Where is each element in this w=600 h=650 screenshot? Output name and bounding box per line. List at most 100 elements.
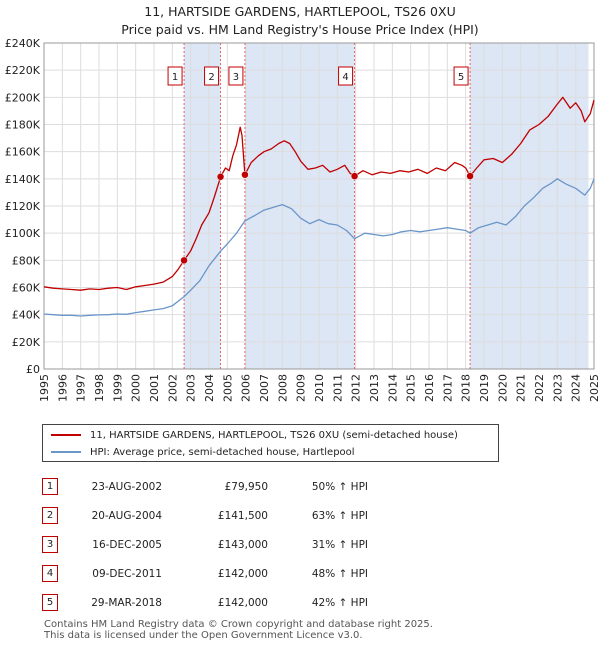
x-tick-label: 1998 <box>93 374 106 402</box>
y-tick-label: £180K <box>5 119 41 132</box>
transaction-hpi-change: 42% ↑ HPI <box>311 596 368 609</box>
x-tick-label: 2002 <box>166 374 179 402</box>
transaction-hpi-change: 63% ↑ HPI <box>311 509 368 522</box>
sale-label-frame <box>338 66 354 86</box>
chart-title: 11, HARTSIDE GARDENS, HARTLEPOOL, TS26 0… <box>144 4 456 19</box>
footer-copyright: Contains HM Land Registry data © Crown c… <box>44 619 433 630</box>
x-tick-label: 2014 <box>386 374 399 402</box>
y-tick-label: £120K <box>5 200 41 213</box>
y-tick-label: £200K <box>5 91 41 104</box>
hpi-series-line <box>43 178 595 317</box>
x-tick-label: 2013 <box>368 374 381 402</box>
y-tick-label: £60K <box>12 282 41 295</box>
transaction-date: 20-AUG-2004 <box>91 509 162 522</box>
price-series-line <box>43 96 595 291</box>
x-tick-label: 2007 <box>258 374 271 402</box>
x-tick-label: 2023 <box>551 374 564 402</box>
x-tick-label: 2017 <box>441 374 454 402</box>
y-tick-label: £220K <box>5 64 41 77</box>
x-tick-label: 1996 <box>56 374 69 402</box>
y-tick-label: £0 <box>26 363 40 376</box>
footer-attribution: Contains HM Land Registry data © Crown c… <box>44 619 433 641</box>
table-row: 2 20-AUG-2004 £141,500 63% ↑ HPI <box>42 501 368 530</box>
sale-label-frame <box>453 66 469 86</box>
sale-label-box: 1 <box>167 66 183 86</box>
x-tick-label: 2004 <box>203 374 216 402</box>
sale-label-frame <box>167 66 183 86</box>
transaction-price: £79,950 <box>224 480 268 493</box>
sale-label-frame <box>228 66 244 86</box>
table-row: 4 09-DEC-2011 £142,000 48% ↑ HPI <box>42 559 368 588</box>
transaction-number-badge: 4 <box>42 565 58 582</box>
table-row: 3 16-DEC-2005 £143,000 31% ↑ HPI <box>42 530 368 559</box>
legend-swatch-hpi <box>51 451 81 453</box>
sale-label-box: 3 <box>228 66 244 86</box>
transaction-date: 29-MAR-2018 <box>91 596 162 609</box>
transaction-number-badge: 2 <box>42 507 58 524</box>
transaction-date: 16-DEC-2005 <box>92 538 162 551</box>
plot-frame <box>43 42 595 370</box>
table-row: 5 29-MAR-2018 £142,000 42% ↑ HPI <box>42 588 368 617</box>
x-tick-label: 2024 <box>570 374 583 402</box>
x-tick-label: 2006 <box>240 374 253 402</box>
transactions-table: 1 23-AUG-2002 £79,950 50% ↑ HPI 2 20-AUG… <box>42 472 368 617</box>
transaction-hpi-change: 48% ↑ HPI <box>311 567 368 580</box>
x-tick-label: 1999 <box>111 374 124 402</box>
x-tick-label: 2000 <box>130 374 143 402</box>
x-tick-label: 2018 <box>460 374 473 402</box>
sale-point <box>180 256 188 265</box>
sale-label-box: 4 <box>338 66 354 86</box>
transaction-price: £141,500 <box>217 509 268 522</box>
legend-item-hpi: HPI: Average price, semi-detached house,… <box>51 444 355 460</box>
transaction-date: 09-DEC-2011 <box>92 567 162 580</box>
x-tick-label: 2001 <box>148 374 161 402</box>
y-tick-label: £80K <box>12 254 41 267</box>
sale-point <box>241 171 249 179</box>
x-tick-label: 2021 <box>515 374 528 402</box>
x-tick-label: 1995 <box>38 374 51 402</box>
y-tick-label: £140K <box>5 173 41 186</box>
legend-label-hpi: HPI: Average price, semi-detached house,… <box>90 446 355 458</box>
sale-label-box: 2 <box>204 66 220 86</box>
sale-label-box: 5 <box>453 66 469 86</box>
x-tick-label: 2020 <box>496 374 509 402</box>
x-tick-label: 2012 <box>350 374 363 402</box>
footer-license: This data is licensed under the Open Gov… <box>44 630 363 641</box>
table-row: 1 23-AUG-2002 £79,950 50% ↑ HPI <box>42 472 368 501</box>
transaction-price: £143,000 <box>217 538 268 551</box>
x-tick-label: 2009 <box>295 374 308 402</box>
y-tick-label: £160K <box>5 146 41 159</box>
sale-label-frame <box>204 66 220 86</box>
y-tick-label: £40K <box>12 309 41 322</box>
x-tick-label: 2022 <box>533 374 546 402</box>
transaction-date: 23-AUG-2002 <box>91 480 162 493</box>
x-tick-label: 2015 <box>405 374 418 402</box>
transaction-price: £142,000 <box>217 567 268 580</box>
x-tick-label: 1997 <box>75 374 88 402</box>
chart-subtitle: Price paid vs. HM Land Registry's House … <box>121 22 479 37</box>
sale-point <box>350 172 359 180</box>
transaction-hpi-change: 50% ↑ HPI <box>311 480 368 493</box>
x-tick-label: 2010 <box>313 374 326 402</box>
x-tick-label: 2016 <box>423 374 436 402</box>
legend-swatch-price <box>51 434 81 436</box>
sale-point <box>466 172 474 180</box>
legend-item-price: 11, HARTSIDE GARDENS, HARTLEPOOL, TS26 0… <box>51 427 458 443</box>
sale-label-number: 1 <box>172 72 178 83</box>
sale-point <box>216 173 225 181</box>
y-tick-label: £20K <box>12 336 41 349</box>
transaction-number-badge: 1 <box>42 478 58 495</box>
chart-legend: 11, HARTSIDE GARDENS, HARTLEPOOL, TS26 0… <box>42 424 499 462</box>
y-tick-label: £240K <box>5 37 41 50</box>
x-tick-label: 2005 <box>221 374 234 402</box>
sale-label-number: 5 <box>458 72 464 83</box>
sale-label-number: 4 <box>342 72 348 83</box>
transaction-price: £142,000 <box>217 596 268 609</box>
transaction-number-badge: 5 <box>42 594 58 611</box>
transaction-number-badge: 3 <box>42 536 58 553</box>
sale-label-number: 2 <box>208 72 214 83</box>
x-tick-label: 2011 <box>331 374 344 402</box>
x-tick-label: 2019 <box>478 374 491 402</box>
legend-label-price: 11, HARTSIDE GARDENS, HARTLEPOOL, TS26 0… <box>90 429 458 441</box>
sale-label-number: 3 <box>233 72 239 83</box>
